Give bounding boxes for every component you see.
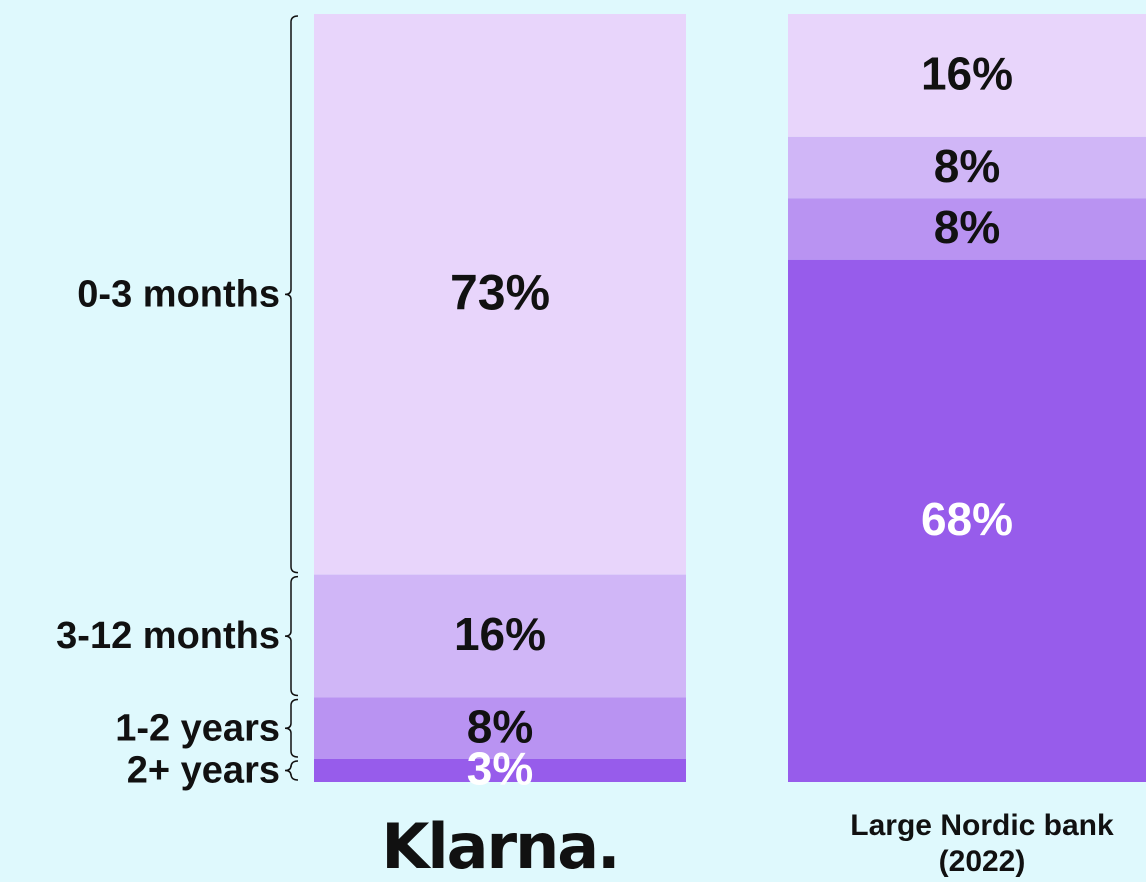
- value-label: 8%: [934, 140, 1000, 192]
- value-label: 16%: [454, 608, 546, 660]
- bar-segment: [788, 259, 1146, 782]
- bar-segment: [788, 198, 1146, 260]
- brace: [284, 15, 299, 574]
- legend-label: 2+ years: [127, 750, 280, 792]
- legend-label: 3-12 months: [56, 615, 280, 657]
- legend-label: 1-2 years: [115, 707, 280, 749]
- bar-segment: [314, 697, 686, 759]
- bar-segment: [314, 14, 686, 575]
- value-label: 73%: [450, 265, 550, 321]
- brace: [284, 575, 299, 697]
- value-label: 68%: [921, 493, 1013, 545]
- value-label: 3%: [467, 743, 533, 795]
- bar-segment: [788, 136, 1146, 199]
- bar-segment: [788, 14, 1146, 137]
- brace: [284, 760, 299, 781]
- legend-label: 0-3 months: [77, 273, 280, 315]
- value-label: 8%: [934, 201, 1000, 253]
- bar-segment: [314, 758, 686, 782]
- category-label: Large Nordic bank (2022): [850, 809, 1114, 878]
- value-label: 8%: [467, 700, 533, 752]
- category-label: Klarna.: [381, 810, 620, 882]
- bar-segment: [314, 574, 686, 698]
- value-label: 16%: [921, 48, 1013, 100]
- brace: [284, 698, 299, 758]
